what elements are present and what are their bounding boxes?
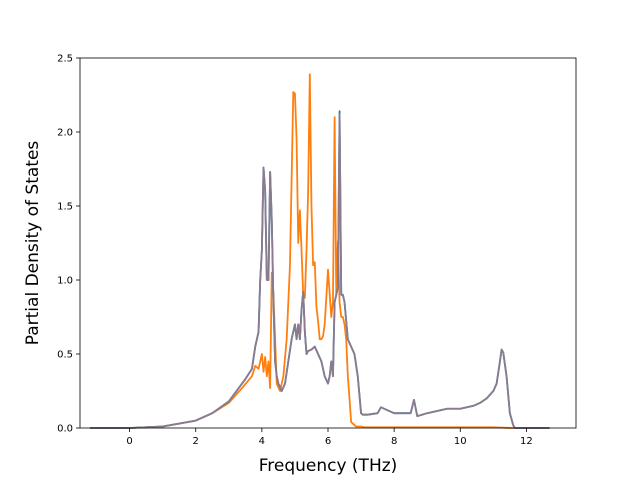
series-layer (89, 73, 550, 429)
y-tick-label: 1.5 (57, 202, 73, 213)
tick-layer: 0 2 4 6 8 10 12 0.0 0.5 1.0 1.5 2.0 2.5 (57, 54, 533, 448)
y-tick-label: 1.0 (57, 276, 73, 287)
x-tick-label: 6 (325, 436, 331, 447)
y-tick-label: 0.5 (57, 350, 73, 361)
series-line-3 (89, 113, 550, 429)
x-tick-label: 4 (259, 436, 265, 447)
y-axis-label: Partial Density of States (23, 141, 43, 346)
x-tick-label: 12 (520, 436, 533, 447)
x-tick-label: 8 (391, 436, 397, 447)
series-line-1 (89, 73, 550, 429)
y-tick-label: 0.0 (57, 424, 73, 435)
x-tick-label: 2 (193, 436, 199, 447)
x-tick-label: 0 (126, 436, 132, 447)
y-tick-label: 2.0 (57, 128, 73, 139)
x-axis-label: Frequency (THz) (259, 456, 398, 476)
y-tick-label: 2.5 (57, 54, 73, 65)
x-tick-label: 10 (454, 436, 467, 447)
